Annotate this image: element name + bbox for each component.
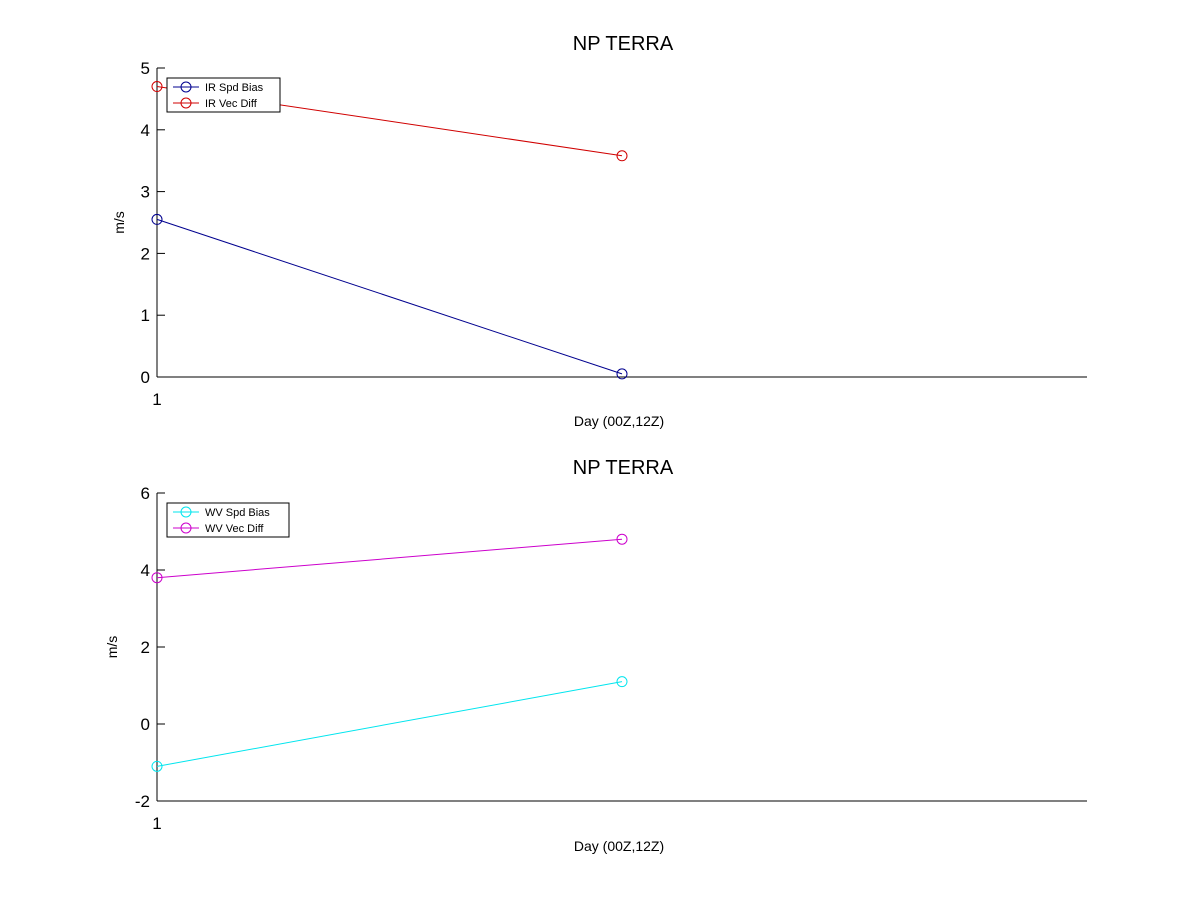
data-point	[616, 150, 628, 162]
y-tick-label: 1	[141, 306, 150, 325]
x-tick-label: 1	[152, 814, 161, 833]
y-tick-label: 6	[141, 484, 150, 503]
y-tick-label: 4	[141, 121, 150, 140]
y-axis-label: m/s	[104, 636, 120, 659]
y-tick-label: 5	[141, 59, 150, 78]
y-tick-label: 2	[141, 638, 150, 657]
legend-box	[166, 502, 290, 538]
data-point	[616, 676, 628, 688]
series-line	[156, 538, 623, 579]
data-point	[151, 572, 163, 584]
legend-box	[166, 77, 281, 113]
legend-entry: WV Spd Bias	[173, 506, 270, 519]
y-tick-label: 0	[141, 715, 150, 734]
y-axis-label: m/s	[111, 211, 127, 234]
legend: IR Spd Bias IR Vec Diff	[166, 77, 281, 113]
data-point	[151, 760, 163, 772]
series-line	[156, 681, 623, 767]
legend-label: WV Spd Bias	[205, 507, 270, 519]
y-tick-label: 2	[141, 244, 150, 263]
x-axis-label: Day (00Z,12Z)	[574, 838, 664, 854]
legend-entry: IR Vec Diff	[173, 97, 258, 110]
legend-swatch-marker	[180, 97, 192, 109]
legend-entry: WV Vec Diff	[173, 522, 264, 535]
y-tick-label: 4	[141, 561, 150, 580]
y-tick-label: 3	[141, 183, 150, 202]
legend-swatch-marker	[180, 81, 192, 93]
legend-label: IR Vec Diff	[205, 98, 258, 110]
legend-swatch-marker	[180, 522, 192, 534]
chart-title: NP TERRA	[573, 457, 674, 479]
series-ir-spd-bias	[151, 213, 628, 380]
chart-2: NP TERRA -2 0 2 4 6 1 Day (00Z,12Z) m/s WV Spd Bi…	[104, 457, 1087, 854]
legend-entry: IR Spd Bias	[173, 81, 264, 94]
data-point	[616, 533, 628, 545]
series-wv-vec-diff	[151, 533, 628, 584]
data-point	[616, 368, 628, 380]
x-tick-label: 1	[152, 390, 161, 409]
y-tick-label: 0	[141, 368, 150, 387]
y-tick-label: -2	[135, 792, 150, 811]
legend-label: IR Spd Bias	[205, 82, 264, 94]
series-wv-spd-bias	[151, 676, 628, 772]
series-line	[156, 218, 623, 375]
legend-swatch-marker	[180, 506, 192, 518]
legend: WV Spd Bias WV Vec Diff	[166, 502, 290, 538]
chart-title: NP TERRA	[573, 33, 674, 55]
legend-label: WV Vec Diff	[205, 523, 264, 535]
data-point	[151, 81, 163, 93]
x-axis-label: Day (00Z,12Z)	[574, 413, 664, 429]
data-point	[151, 213, 163, 225]
